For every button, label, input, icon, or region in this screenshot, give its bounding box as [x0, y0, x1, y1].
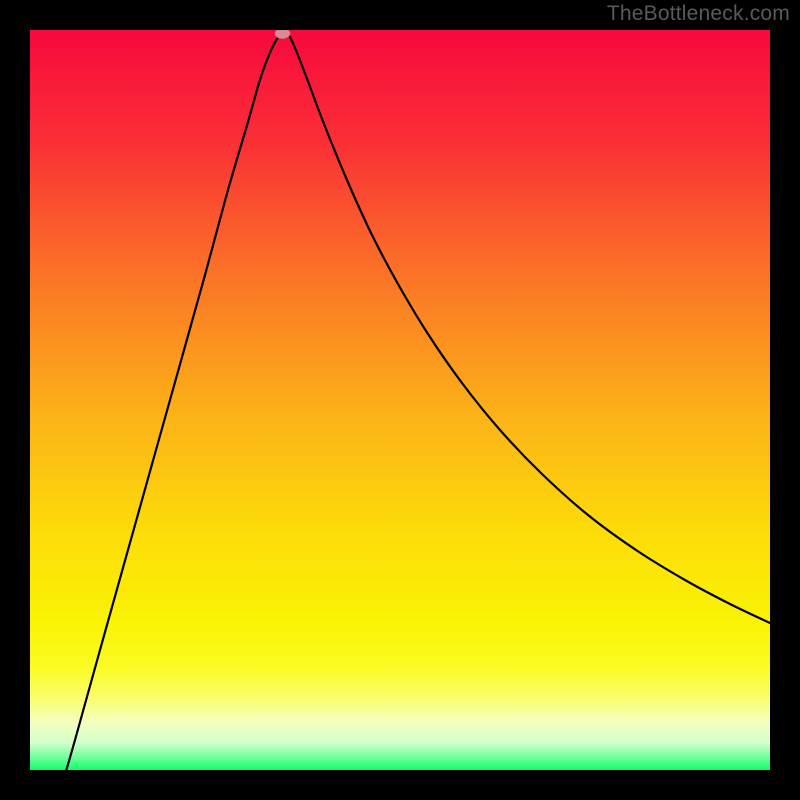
bottleneck-chart — [0, 0, 800, 800]
watermark-text: TheBottleneck.com — [607, 2, 790, 26]
optimum-marker — [275, 29, 290, 39]
gradient-background — [30, 30, 770, 770]
chart-frame: TheBottleneck.com — [0, 0, 800, 800]
